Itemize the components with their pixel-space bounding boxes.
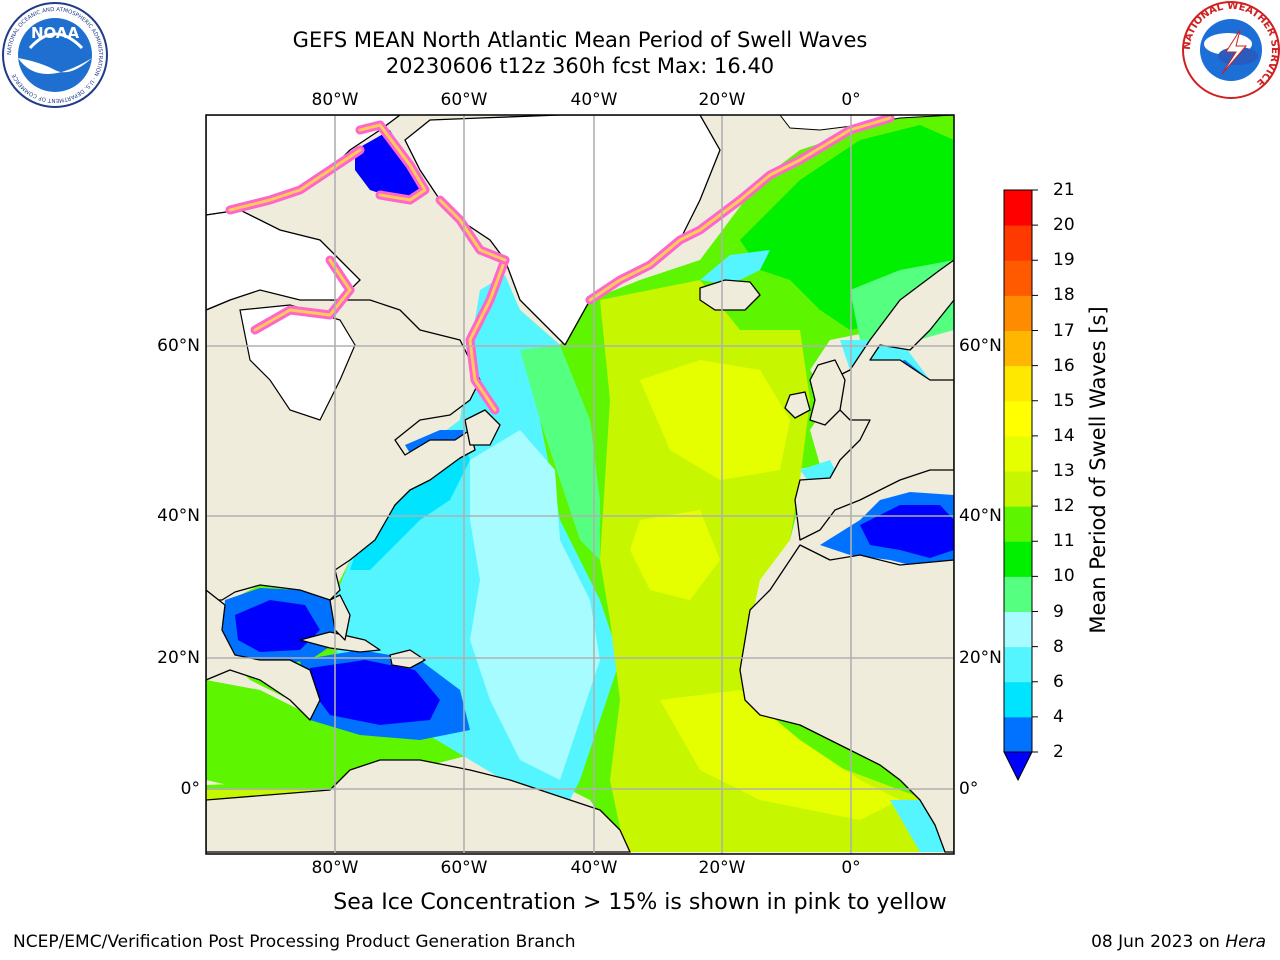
lat-label-left-40n: 40°N [157, 506, 200, 526]
colorbar-bin [1004, 681, 1032, 718]
colorbar-tick-label: 13 [1053, 461, 1075, 481]
colorbar-tick-label: 12 [1053, 496, 1075, 517]
map-plot-area [206, 115, 954, 854]
lon-label-bottom-40w: 40°W [570, 858, 618, 878]
lon-label-top-80w: 80°W [311, 90, 359, 110]
credit-line: NCEP/EMC/Verification Post Processing Pr… [13, 932, 576, 952]
map-title: GEFS MEAN North Atlantic Mean Period of … [292, 28, 868, 52]
colorbar-tick-label: 10 [1053, 566, 1075, 587]
colorbar-tick-label: 18 [1053, 285, 1075, 306]
swell-band [310, 660, 440, 725]
lat-label-left-0: 0° [180, 779, 200, 799]
lon-label-top-0: 0° [841, 90, 861, 110]
lat-label-left-60n: 60°N [157, 336, 200, 356]
land-great-britain [809, 359, 846, 426]
land-iceland [699, 279, 761, 311]
colorbar-bin [1004, 506, 1032, 542]
land-hispaniola [389, 649, 426, 669]
swell-band [520, 345, 600, 560]
ocean-swell-field [206, 115, 954, 853]
land-south-america [206, 759, 631, 853]
nws-logo: NATIONAL WEATHER SERVICE [1182, 1, 1280, 99]
lat-label-right-60n: 60°N [959, 336, 1002, 356]
lat-label-right-20n: 20°N [959, 648, 1002, 668]
lon-label-bottom-20w: 20°W [698, 858, 746, 878]
noaa-logo: NOAA NATIONAL OCEANIC AND ATMOSPHERIC AD… [2, 2, 108, 108]
graticule [206, 115, 954, 854]
swell-band [470, 430, 600, 780]
lon-label-bottom-0: 0° [841, 858, 861, 878]
host-name: Hera [1225, 932, 1266, 952]
swell-band [355, 130, 425, 200]
land-cuba [299, 631, 381, 653]
sea-ice-core [358, 123, 427, 202]
swell-band [640, 360, 790, 480]
colorbar-tick-label: 19 [1053, 250, 1075, 271]
sea-ice-core [438, 198, 507, 262]
swell-band [206, 680, 350, 800]
colorbar-tick-label: 21 [1053, 180, 1075, 200]
map-frame [205, 114, 955, 855]
colorbar-tick-label: 15 [1053, 390, 1075, 411]
colorbar-bin [1004, 716, 1032, 753]
sea-ice-core [228, 148, 362, 212]
land-ireland [784, 391, 811, 419]
colorbar-tick-label: 17 [1053, 320, 1075, 341]
land-africa [739, 544, 954, 853]
lat-label-right-0: 0° [959, 779, 979, 799]
colorbar-tick-label: 8 [1053, 636, 1064, 657]
colorbar-under-triangle [1003, 751, 1033, 782]
colorbar-bin [1004, 330, 1032, 367]
svg-text:NOAA: NOAA [31, 24, 80, 42]
lat-label-right-40n: 40°N [959, 506, 1002, 526]
colorbar-tick-label: 2 [1053, 742, 1064, 762]
lon-label-top-20w: 20°W [698, 90, 746, 110]
land-europe [794, 259, 954, 541]
colorbar-tick-label: 16 [1053, 355, 1075, 376]
colorbar-tick-label: 14 [1053, 425, 1075, 446]
colorbar-bin [1004, 260, 1032, 296]
colorbar-bin [1004, 225, 1032, 261]
map-subtitle: 20230606 t12z 360h fcst Max: 16.40 [385, 54, 775, 78]
swell-band [660, 690, 900, 820]
colorbar-bin [1004, 611, 1032, 648]
swell-band [630, 510, 720, 600]
colorbar-bin [1004, 471, 1032, 507]
colorbar-bin [1004, 295, 1032, 331]
sea-ice-field [225, 115, 895, 415]
lat-label-left-20n: 20°N [157, 648, 200, 668]
lon-label-top-60w: 60°W [440, 90, 488, 110]
colorbar-bin [1004, 541, 1032, 577]
sea-ice-note: Sea Ice Concentration > 15% is shown in … [333, 890, 947, 915]
lon-label-bottom-60w: 60°W [440, 858, 488, 878]
land-newfoundland [464, 409, 501, 446]
colorbar-tick-label: 20 [1053, 215, 1075, 236]
swell-band [860, 505, 954, 558]
sea-ice-core [588, 116, 892, 302]
colorbar-bin [1004, 435, 1032, 472]
land-central-america [206, 589, 321, 721]
colorbar-tick-label: 4 [1053, 706, 1064, 727]
date-footer: 08 Jun 2023 on Hera [1091, 932, 1266, 952]
colorbar-bin [1004, 646, 1032, 683]
lon-label-top-40w: 40°W [570, 90, 618, 110]
sea-ice-core [253, 258, 352, 332]
colorbar-title: Mean Period of Swell Waves [s] [1086, 306, 1110, 634]
colorbar-bin [1004, 365, 1032, 402]
swell-band [700, 250, 770, 285]
swell-band [235, 600, 320, 652]
colorbar-bin [1004, 400, 1032, 437]
colorbar-tick-label: 11 [1053, 531, 1075, 552]
date-text: 08 Jun 2023 on [1091, 932, 1226, 952]
lon-label-bottom-80w: 80°W [311, 858, 359, 878]
colorbar-tick-label: 6 [1053, 671, 1064, 692]
colorbar-bin [1004, 190, 1032, 226]
colorbar [1003, 189, 1038, 782]
sea-ice-core [468, 258, 507, 412]
colorbar-tick-label: 9 [1053, 601, 1064, 622]
colorbar-bin [1004, 576, 1032, 612]
